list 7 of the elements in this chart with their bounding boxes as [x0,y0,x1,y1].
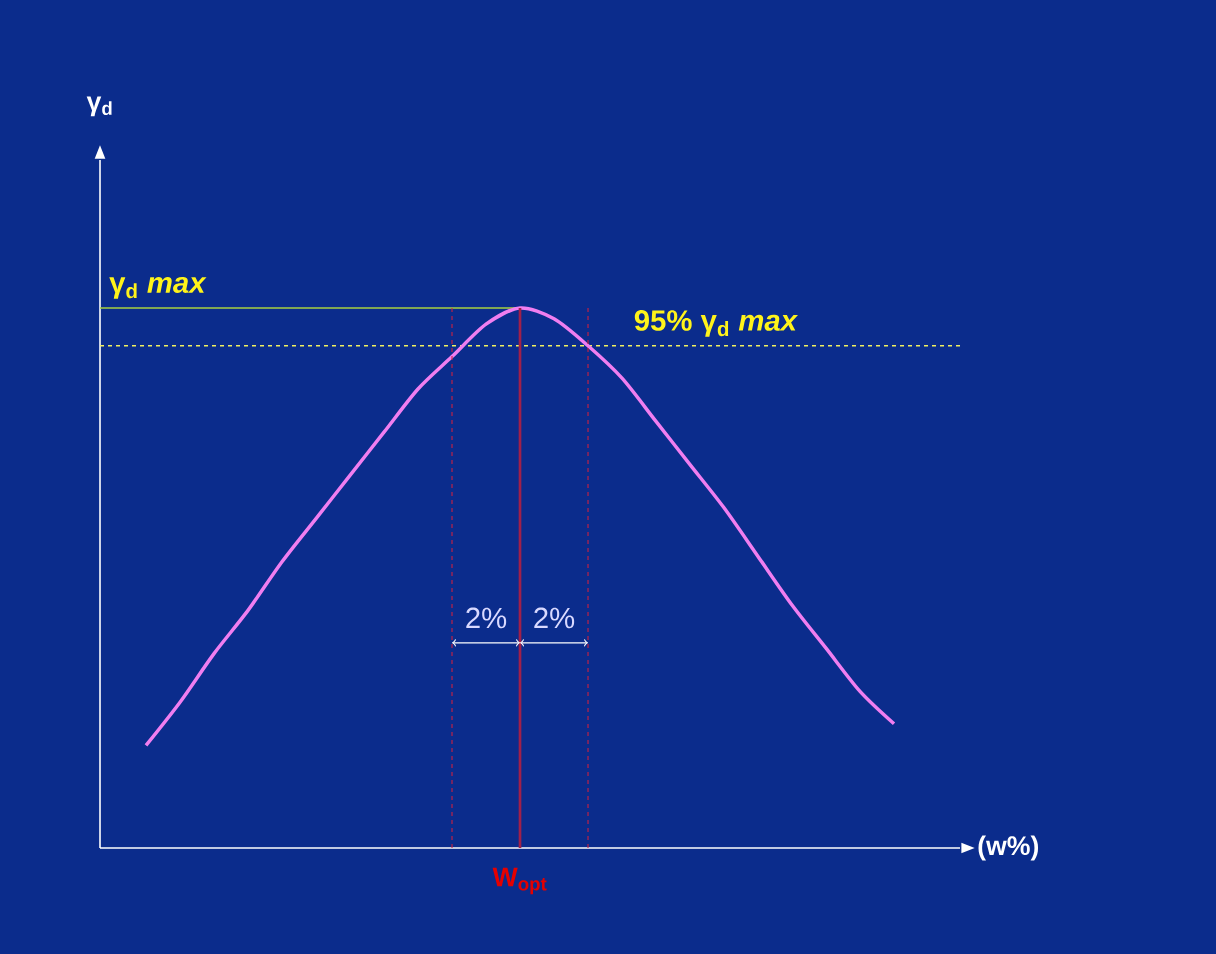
annotation: 2% [534,607,575,629]
ref-line-label: 95% γ$_{d}$ max [634,310,798,337]
ref-line-label: γ$_{d}$ max [109,276,207,299]
text: γ$_{d}$ [86,96,112,117]
text: W$_{opt}$ [492,867,547,895]
x-axis-title: (w%) [978,835,1039,861]
annotation: 2% [466,607,507,629]
